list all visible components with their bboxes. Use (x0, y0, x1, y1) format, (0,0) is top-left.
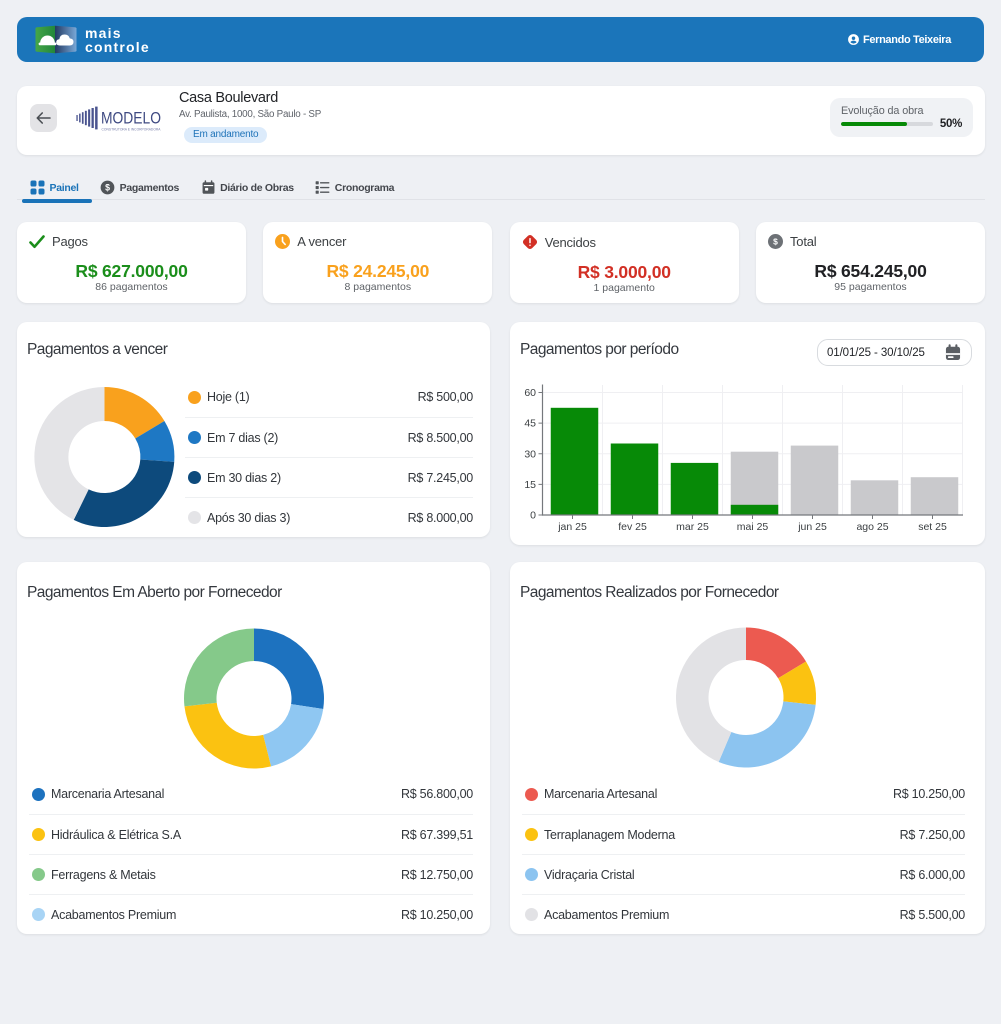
svg-text:fev 25: fev 25 (618, 521, 647, 533)
svg-text:$: $ (105, 183, 110, 193)
svg-text:MODELO: MODELO (101, 109, 161, 127)
svg-text:60: 60 (524, 387, 536, 399)
svg-text:set 25: set 25 (918, 521, 947, 533)
svg-text:15: 15 (524, 479, 536, 491)
svg-text:mai 25: mai 25 (737, 521, 769, 533)
svg-text:0: 0 (530, 510, 536, 522)
svg-text:ago 25: ago 25 (856, 521, 888, 533)
svg-text:45: 45 (524, 418, 536, 430)
svg-text:$: $ (773, 237, 778, 247)
svg-text:mar 25: mar 25 (676, 521, 709, 533)
svg-text:jan 25: jan 25 (557, 521, 587, 533)
svg-text:30: 30 (524, 448, 536, 460)
svg-text:CONSTRUTORA E INCORPORADORA: CONSTRUTORA E INCORPORADORA (102, 126, 161, 131)
svg-text:jun 25: jun 25 (797, 521, 827, 533)
